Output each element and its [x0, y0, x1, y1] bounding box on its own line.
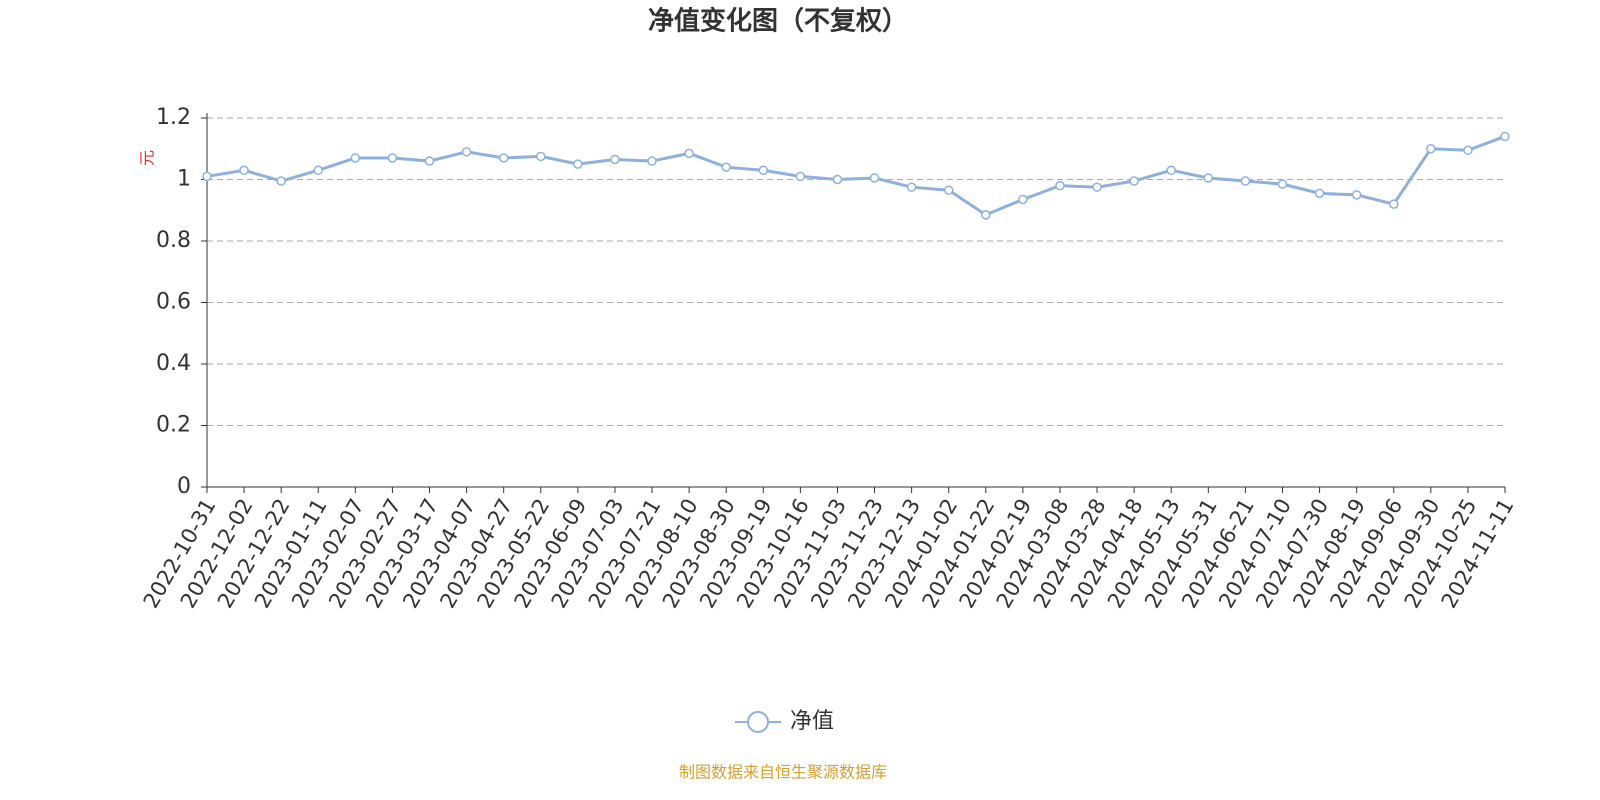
point — [647, 156, 657, 166]
chart-title: 净值变化图（不复权） — [648, 6, 908, 37]
point — [795, 171, 806, 182]
series-line — [206, 135, 1506, 217]
y-tick-label: 0.2 — [156, 413, 191, 438]
point — [498, 153, 509, 163]
point — [1426, 144, 1436, 154]
y-tick-label: 0.8 — [156, 228, 191, 253]
point — [276, 176, 286, 186]
point — [1351, 190, 1362, 200]
point — [424, 156, 435, 166]
point — [869, 173, 880, 183]
point — [1166, 165, 1176, 176]
point — [1277, 179, 1288, 189]
y-tick-label: 0.6 — [156, 290, 191, 315]
point — [536, 151, 546, 162]
point — [1055, 180, 1065, 191]
point — [943, 185, 954, 196]
point — [1240, 176, 1251, 186]
point — [387, 153, 398, 163]
point — [1092, 182, 1102, 192]
point — [1500, 131, 1510, 142]
point — [573, 159, 583, 169]
point — [610, 154, 620, 165]
point — [239, 165, 249, 176]
point — [684, 148, 694, 159]
point — [350, 153, 361, 163]
legend-marker — [747, 711, 769, 733]
point — [1388, 199, 1399, 209]
point — [906, 182, 917, 192]
point — [1203, 173, 1214, 183]
point — [1463, 145, 1473, 156]
point — [461, 147, 472, 157]
point — [202, 171, 212, 182]
point — [313, 165, 324, 176]
y-axis-label: 元 — [138, 150, 157, 166]
y-tick-label: 1 — [177, 167, 191, 192]
point — [1129, 176, 1139, 186]
y-tick-label: 1.2 — [156, 105, 191, 130]
y-tick-label: 0 — [177, 474, 191, 499]
legend-label[interactable]: 净值 — [790, 709, 834, 734]
y-tick-label: 0.4 — [156, 351, 191, 376]
point — [721, 162, 731, 172]
source-note: 制图数据来自恒生聚源数据库 — [679, 763, 887, 782]
point — [832, 174, 843, 185]
point — [981, 210, 991, 220]
point — [1314, 188, 1325, 199]
point — [1018, 194, 1028, 205]
point — [758, 165, 769, 176]
